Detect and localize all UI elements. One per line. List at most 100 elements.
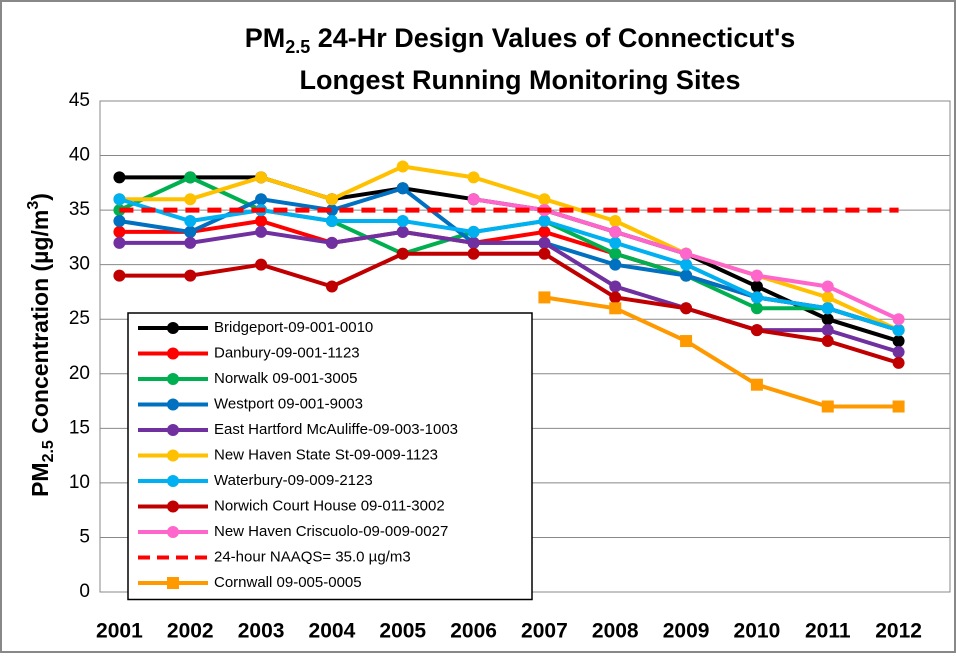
- data-point: [467, 247, 480, 260]
- data-point: [255, 171, 268, 184]
- series-line: [119, 251, 900, 365]
- data-point: [325, 204, 338, 217]
- data-point: [467, 193, 480, 206]
- data-point: [255, 258, 268, 271]
- y-tick-label: 10: [69, 472, 90, 493]
- legend-marker: [167, 424, 179, 436]
- data-point: [892, 324, 905, 337]
- y-tick-label: 40: [69, 145, 90, 166]
- data-point: [467, 236, 480, 249]
- legend-marker: [167, 347, 179, 360]
- data-point: [680, 247, 693, 260]
- x-tick-label: 2002: [167, 620, 214, 643]
- data-point: [609, 280, 622, 293]
- y-axis-label: PM2.5 Concentration (µg/m3): [25, 193, 57, 497]
- series-line: [544, 295, 899, 409]
- x-tick-label: 2012: [875, 620, 922, 643]
- data-point: [892, 313, 905, 326]
- legend-label: East Hartford McAuliffe-09-003-1003: [214, 421, 458, 438]
- y-tick-label: 0: [79, 581, 90, 602]
- data-point: [325, 193, 338, 206]
- x-tick-label: 2010: [734, 620, 781, 643]
- data-point: [184, 269, 197, 282]
- data-point: [821, 324, 834, 337]
- chart-title: PM2.5 24-Hr Design Values of Connecticut…: [245, 23, 796, 57]
- data-point: [113, 269, 126, 282]
- data-point: [680, 302, 693, 315]
- data-point: [821, 291, 834, 304]
- data-point: [325, 236, 338, 249]
- data-point: [396, 160, 409, 173]
- data-point: [255, 193, 268, 206]
- y-tick-label: 15: [69, 417, 90, 438]
- data-point: [892, 345, 905, 358]
- data-point: [113, 193, 126, 206]
- data-point: [609, 258, 622, 271]
- data-point: [750, 291, 763, 304]
- data-point: [325, 215, 338, 228]
- data-point: [821, 335, 834, 348]
- data-point: [680, 335, 693, 348]
- data-point: [750, 302, 763, 315]
- legend-marker: [167, 526, 179, 538]
- legend-label: Waterbury-09-009-2123: [214, 472, 373, 489]
- legend-marker: [167, 475, 179, 487]
- legend-label: 24-hour NAAQS= 35.0 µg/m3: [214, 548, 411, 565]
- data-point: [184, 193, 197, 206]
- data-point: [609, 215, 622, 228]
- x-tick-label: 2003: [238, 620, 285, 643]
- legend-label: New Haven Criscuolo-09-009-0027: [214, 523, 448, 540]
- data-point: [609, 236, 622, 249]
- legend-label: Westport 09-001-9003: [214, 395, 363, 412]
- legend-label: Norwich Court House 09-011-3002: [214, 497, 445, 514]
- y-tick-label: 30: [69, 254, 90, 275]
- data-point: [680, 258, 693, 271]
- chart-title: Longest Running Monitoring Sites: [300, 65, 741, 95]
- x-tick-label: 2011: [805, 620, 851, 643]
- data-point: [892, 335, 905, 348]
- data-point: [396, 182, 409, 195]
- data-point: [821, 400, 834, 413]
- legend-label: Cornwall 09-005-0005: [214, 574, 362, 591]
- legend-marker: [167, 577, 179, 589]
- data-point: [184, 215, 197, 228]
- data-point: [184, 171, 197, 184]
- data-point: [821, 280, 834, 293]
- data-point: [609, 247, 622, 260]
- y-tick-label: 20: [69, 363, 90, 384]
- y-tick-label: 5: [79, 526, 90, 547]
- data-point: [750, 269, 763, 282]
- x-tick-label: 2007: [521, 620, 568, 643]
- data-point: [538, 247, 551, 260]
- series-line: [118, 197, 900, 333]
- data-point: [821, 313, 834, 326]
- data-point: [255, 225, 268, 238]
- legend-label: Norwalk 09-001-3005: [214, 370, 357, 387]
- data-point: [750, 378, 763, 391]
- data-point: [538, 215, 551, 228]
- data-point: [609, 291, 622, 304]
- data-point: [821, 302, 834, 315]
- data-point: [396, 215, 409, 228]
- data-point: [184, 236, 197, 249]
- x-tick-label: 2009: [663, 620, 710, 643]
- legend-label: Bridgeport-09-001-0010: [214, 319, 373, 336]
- data-point: [538, 236, 551, 249]
- y-tick-label: 45: [69, 90, 90, 111]
- data-point: [609, 302, 622, 315]
- legend-marker: [167, 373, 179, 385]
- legend-marker: [167, 449, 179, 462]
- data-point: [396, 225, 409, 238]
- y-tick-label: 35: [69, 199, 90, 220]
- data-point: [750, 324, 763, 337]
- data-point: [113, 225, 126, 238]
- x-tick-label: 2006: [450, 620, 497, 643]
- data-point: [750, 280, 763, 293]
- data-point: [113, 215, 126, 228]
- data-point: [325, 280, 338, 293]
- data-point: [609, 225, 622, 238]
- data-point: [538, 291, 551, 304]
- legend-label: New Haven State St-09-009-1123: [214, 446, 438, 463]
- data-point: [892, 356, 905, 369]
